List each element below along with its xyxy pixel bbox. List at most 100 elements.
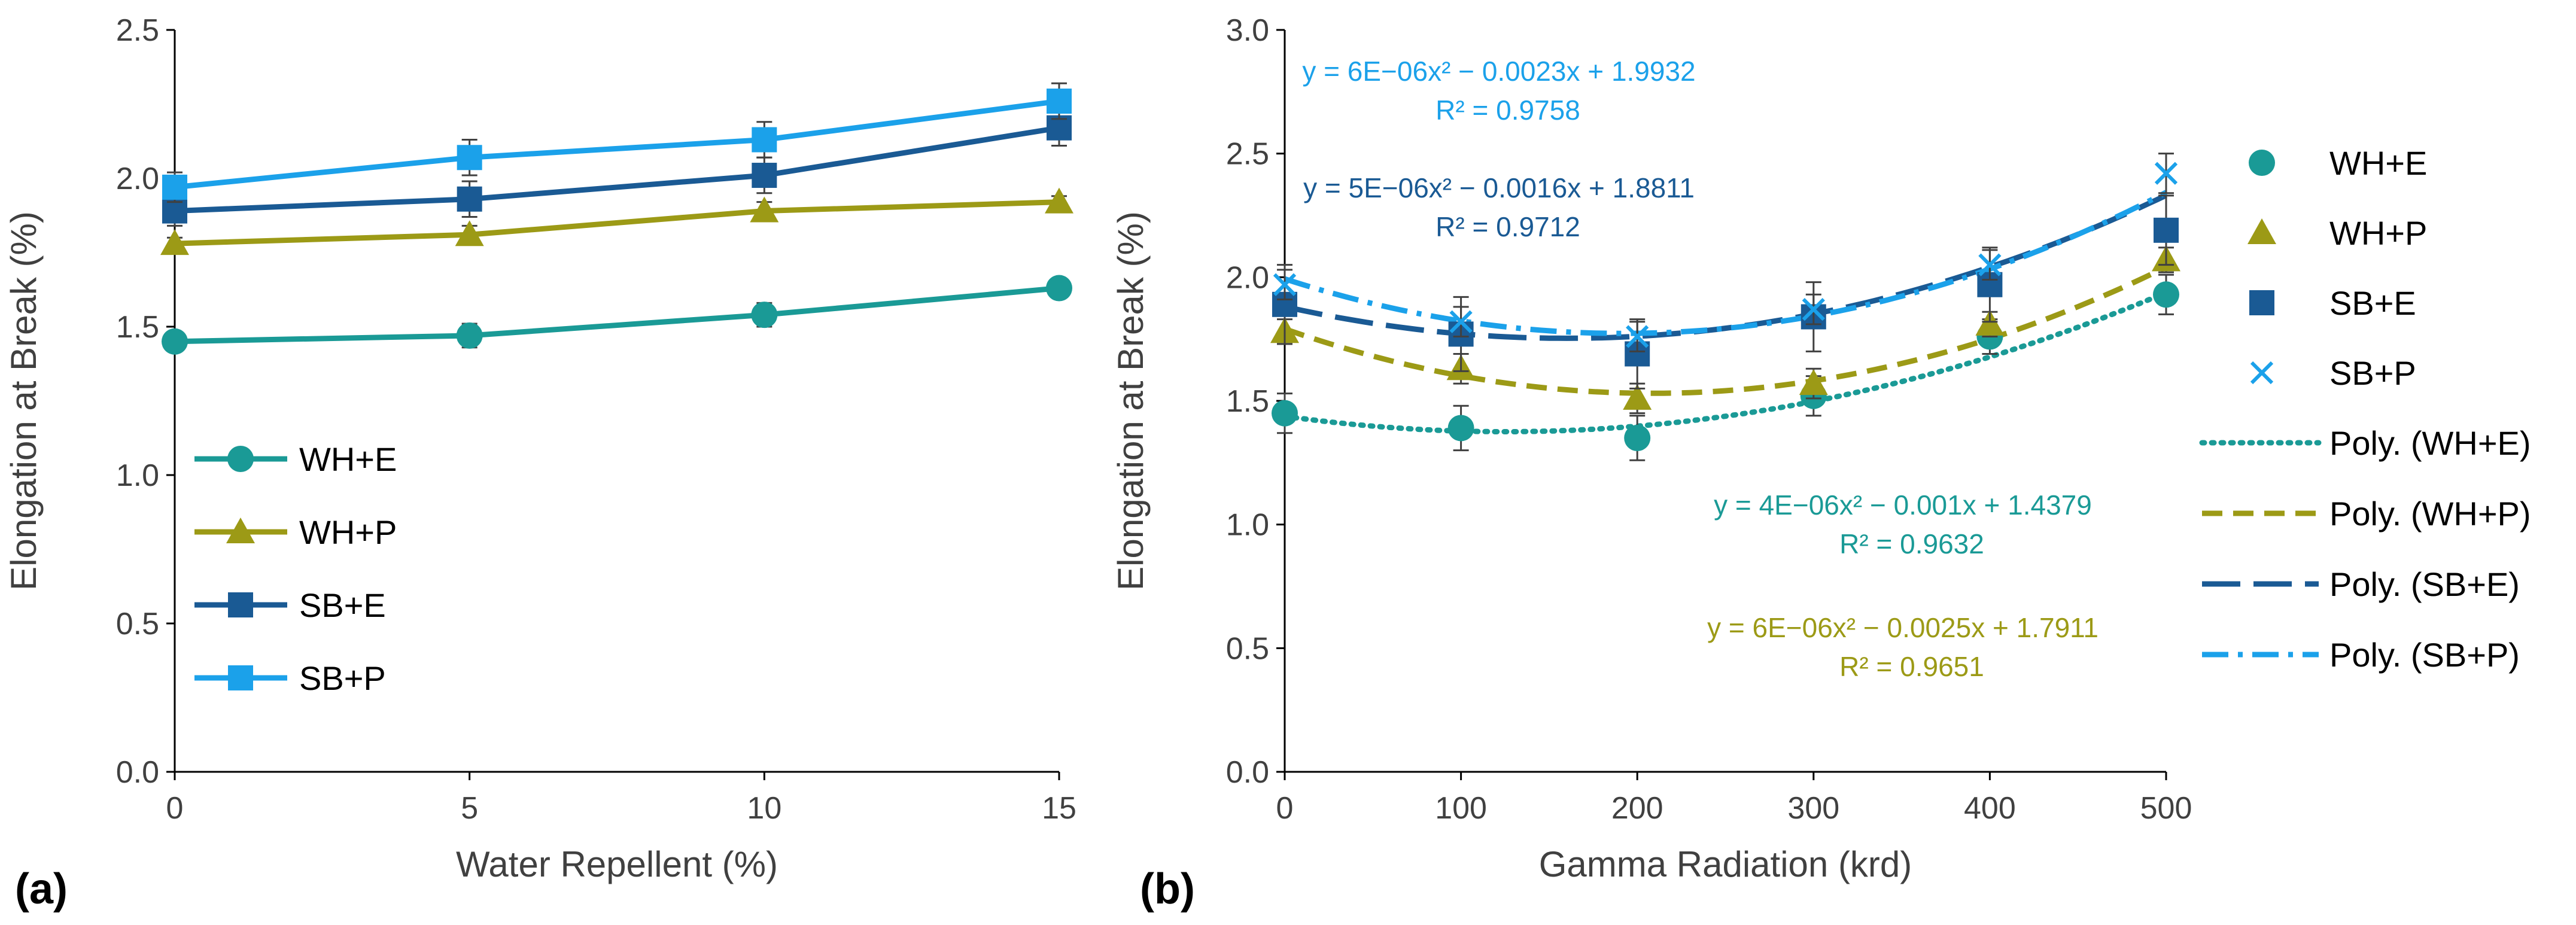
x-tick-label: 0 bbox=[1276, 791, 1294, 826]
chart-b: 0.0 0.5 1.0 1.5 2.0 2.5 3.0 0 100 200 300 400 500 Gam… bbox=[1111, 13, 2531, 913]
data-point bbox=[162, 174, 187, 200]
x-stroke bbox=[1978, 253, 2002, 276]
legend-label: Poly. (SB+E) bbox=[2329, 565, 2520, 603]
legend-label: WH+P bbox=[299, 513, 397, 551]
data-point bbox=[1626, 325, 1649, 348]
legend-label: SB+P bbox=[2329, 354, 2416, 392]
legend-marker bbox=[2250, 361, 2274, 385]
y-tick-label: 0.0 bbox=[116, 755, 159, 790]
x-tick-label: 400 bbox=[1964, 791, 2016, 826]
data-point bbox=[1624, 425, 1651, 451]
data-point bbox=[1045, 187, 1073, 214]
series-sb-e bbox=[1272, 194, 2179, 390]
legend-b: WH+E WH+P SB+E SB+P Poly. (WH+E) Poly. (WH+P)… bbox=[2199, 144, 2531, 674]
series-wh-p bbox=[160, 187, 1073, 255]
legend-marker bbox=[227, 446, 254, 472]
trendline-r-squared: R² = 0.9758 bbox=[1435, 95, 1580, 126]
y-axis-title: Elongation at Break (%) bbox=[4, 211, 44, 591]
trendline-equation: y = 5E−06x² − 0.0016x + 1.8811 bbox=[1303, 172, 1695, 203]
series-line bbox=[174, 285, 1060, 345]
series-line bbox=[174, 125, 1060, 214]
data-point bbox=[750, 196, 779, 223]
x-stroke bbox=[1273, 273, 1297, 296]
trendline-equation: y = 6E−06x² − 0.0025x + 1.7911 bbox=[1707, 612, 2098, 643]
y-tick-label: 0.5 bbox=[1226, 631, 1269, 666]
data-point bbox=[1449, 310, 1473, 333]
trendline-r-squared: R² = 0.9632 bbox=[1839, 528, 1984, 559]
x-tick-label: 5 bbox=[461, 791, 478, 826]
legend-label: WH+P bbox=[2329, 214, 2427, 252]
x-tick-label: 100 bbox=[1435, 791, 1487, 826]
legend-marker bbox=[228, 665, 253, 690]
legend-label: SB+P bbox=[299, 659, 386, 697]
trendline-equation: y = 6E−06x² − 0.0023x + 1.9932 bbox=[1302, 56, 1695, 87]
x-stroke bbox=[1449, 310, 1473, 333]
data-point bbox=[752, 127, 777, 153]
data-point bbox=[457, 145, 482, 171]
y-axis-title: Elongation at Break (%) bbox=[1111, 211, 1151, 591]
y-tick-label: 0.0 bbox=[1226, 755, 1269, 790]
y-tick-label: 1.5 bbox=[116, 310, 159, 345]
x-tick-label: 300 bbox=[1787, 791, 1839, 826]
legend-a: WH+E WH+P SB+E SB+P bbox=[194, 440, 397, 697]
data-point bbox=[752, 163, 777, 188]
data-point bbox=[160, 229, 189, 255]
y-tick-label: 2.0 bbox=[1226, 260, 1269, 295]
trendline-poly-wh-e bbox=[1282, 290, 2169, 434]
x-stroke bbox=[1626, 325, 1649, 348]
series-sb-p bbox=[1273, 153, 2178, 352]
y-tick-label: 2.5 bbox=[116, 13, 159, 48]
data-point bbox=[2153, 281, 2179, 308]
legend-label: Poly. (SB+P) bbox=[2329, 636, 2520, 674]
data-point bbox=[751, 302, 778, 328]
x-axis-title: Water Repellent (%) bbox=[456, 844, 778, 884]
data-point bbox=[1447, 415, 1474, 442]
panel-label: (a) bbox=[15, 865, 68, 913]
series-sb-p bbox=[162, 82, 1072, 203]
data-point bbox=[1623, 384, 1652, 410]
trendline-r-squared: R² = 0.9651 bbox=[1839, 651, 1984, 682]
x-tick-label: 200 bbox=[1611, 791, 1663, 826]
data-point bbox=[2154, 217, 2179, 243]
y-tick-label: 2.0 bbox=[116, 162, 159, 196]
legend-marker bbox=[226, 518, 255, 543]
x-axis-title: Gamma Radiation (krd) bbox=[1539, 844, 1912, 884]
series-wh-e bbox=[162, 275, 1072, 355]
data-point bbox=[456, 322, 483, 349]
legend-marker bbox=[2249, 290, 2274, 315]
legend-marker bbox=[2249, 150, 2275, 176]
y-tick-label: 3.0 bbox=[1226, 13, 1269, 48]
legend-label: SB+E bbox=[299, 586, 386, 624]
legend-label: WH+E bbox=[299, 440, 397, 478]
x-tick-label: 0 bbox=[166, 791, 184, 826]
data-point bbox=[457, 186, 482, 212]
data-point bbox=[2154, 162, 2178, 185]
legend-label: Poly. (WH+E) bbox=[2329, 424, 2531, 462]
legend-marker bbox=[2247, 218, 2276, 244]
data-point bbox=[1799, 369, 1828, 395]
data-point bbox=[1273, 273, 1297, 296]
chart-a: 0.0 0.5 1.0 1.5 2.0 2.5 0 5 10 15 Water Repellent … bbox=[4, 13, 1076, 913]
x-tick-label: 15 bbox=[1042, 791, 1076, 826]
trendline-r-squared: R² = 0.9712 bbox=[1435, 211, 1580, 242]
equation-poly-wh-p: y = 6E−06x² − 0.0025x + 1.7911 R² = 0.965… bbox=[1707, 612, 2098, 682]
trendline-equation: y = 4E−06x² − 0.001x + 1.4379 bbox=[1714, 489, 2092, 521]
legend-label: SB+E bbox=[2329, 284, 2416, 322]
data-point bbox=[1978, 253, 2002, 276]
data-point bbox=[1272, 400, 1298, 427]
equation-poly-wh-e: y = 4E−06x² − 0.001x + 1.4379 R² = 0.9632 bbox=[1714, 489, 2092, 559]
x-tick-label: 500 bbox=[2140, 791, 2192, 826]
y-tick-label: 1.0 bbox=[116, 458, 159, 493]
y-tick-label: 2.5 bbox=[1226, 137, 1269, 172]
x-stroke bbox=[2250, 361, 2274, 385]
series-line bbox=[174, 199, 1060, 247]
trendline-poly-sb-e bbox=[1284, 193, 2167, 341]
equation-poly-sb-e: y = 5E−06x² − 0.0016x + 1.8811 R² = 0.971… bbox=[1303, 172, 1695, 242]
x-stroke bbox=[1802, 297, 1825, 321]
legend-label: Poly. (WH+P) bbox=[2329, 495, 2531, 533]
trendline-poly-sb-p bbox=[1284, 190, 2168, 336]
data-point bbox=[162, 328, 188, 355]
legend-marker bbox=[228, 592, 253, 617]
panel-label: (b) bbox=[1140, 865, 1195, 913]
